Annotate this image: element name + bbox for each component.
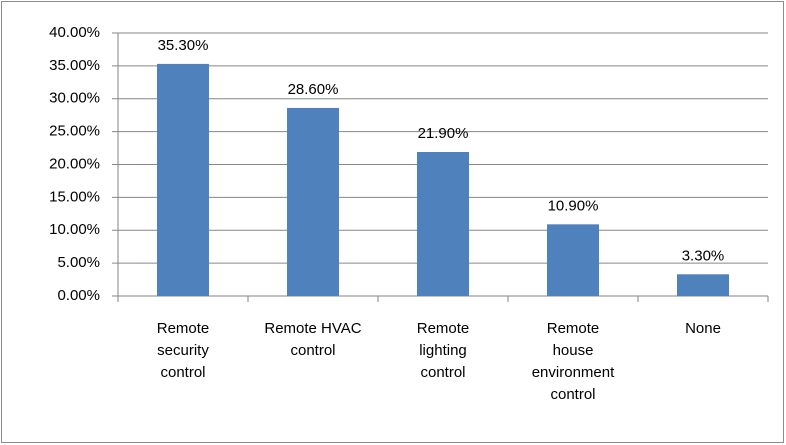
y-tick-label: 25.00% (49, 123, 100, 140)
x-tick-label: Remote lighting control (416, 320, 470, 381)
bar (287, 107, 339, 296)
x-tick-label: None (685, 320, 721, 337)
bar (547, 224, 599, 296)
data-label: 28.60% (288, 81, 339, 98)
bar (417, 152, 469, 296)
y-tick-label: 20.00% (49, 155, 100, 172)
y-tick-label: 5.00% (57, 254, 100, 271)
y-tick-label: 15.00% (49, 188, 100, 205)
data-label: 3.30% (682, 247, 725, 264)
y-tick-label: 35.00% (49, 57, 100, 74)
x-tick-label: Remote security control (156, 320, 210, 381)
data-label: 10.90% (548, 197, 599, 214)
data-label: 21.90% (418, 125, 469, 142)
x-tick-label: Remote HVAC control (264, 320, 362, 359)
y-tick-label: 0.00% (57, 287, 100, 304)
y-tick-label: 30.00% (49, 90, 100, 107)
y-tick-label: 40.00% (49, 24, 100, 41)
data-label: 35.30% (158, 37, 209, 54)
bar (677, 274, 729, 296)
y-tick-label: 10.00% (49, 221, 100, 238)
x-tick-label: Remote house environment control (531, 320, 615, 403)
bar (157, 63, 209, 297)
